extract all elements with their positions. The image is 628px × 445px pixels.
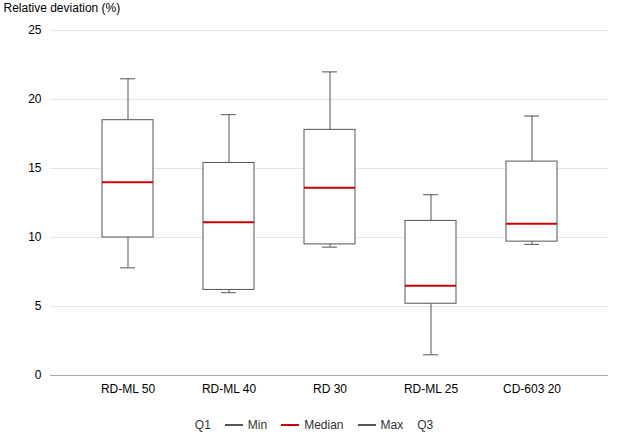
html-text:Max: Max [380, 418, 404, 432]
svg-text:15: 15 [28, 161, 42, 175]
svg-text:5: 5 [35, 299, 42, 313]
svg-text:RD-ML 25: RD-ML 25 [404, 382, 459, 396]
svg-text:10: 10 [28, 230, 42, 244]
svg-text:CD-603 20: CD-603 20 [503, 382, 561, 396]
html-text:Median: Median [304, 418, 344, 432]
html-text:Min: Min [247, 418, 268, 432]
svg-text:RD-ML 50: RD-ML 50 [101, 382, 156, 396]
svg-text:20: 20 [28, 92, 42, 106]
svg-text:0: 0 [35, 368, 42, 382]
svg-text:25: 25 [28, 23, 42, 37]
svg-text:RD 30: RD 30 [313, 382, 347, 396]
html-text:Q1: Q1 [194, 418, 211, 432]
html-text:Q3: Q3 [417, 418, 434, 432]
svg-text:RD-ML 40: RD-ML 40 [202, 382, 257, 396]
svg-text:Relative deviation (%): Relative deviation (%) [4, 1, 121, 15]
